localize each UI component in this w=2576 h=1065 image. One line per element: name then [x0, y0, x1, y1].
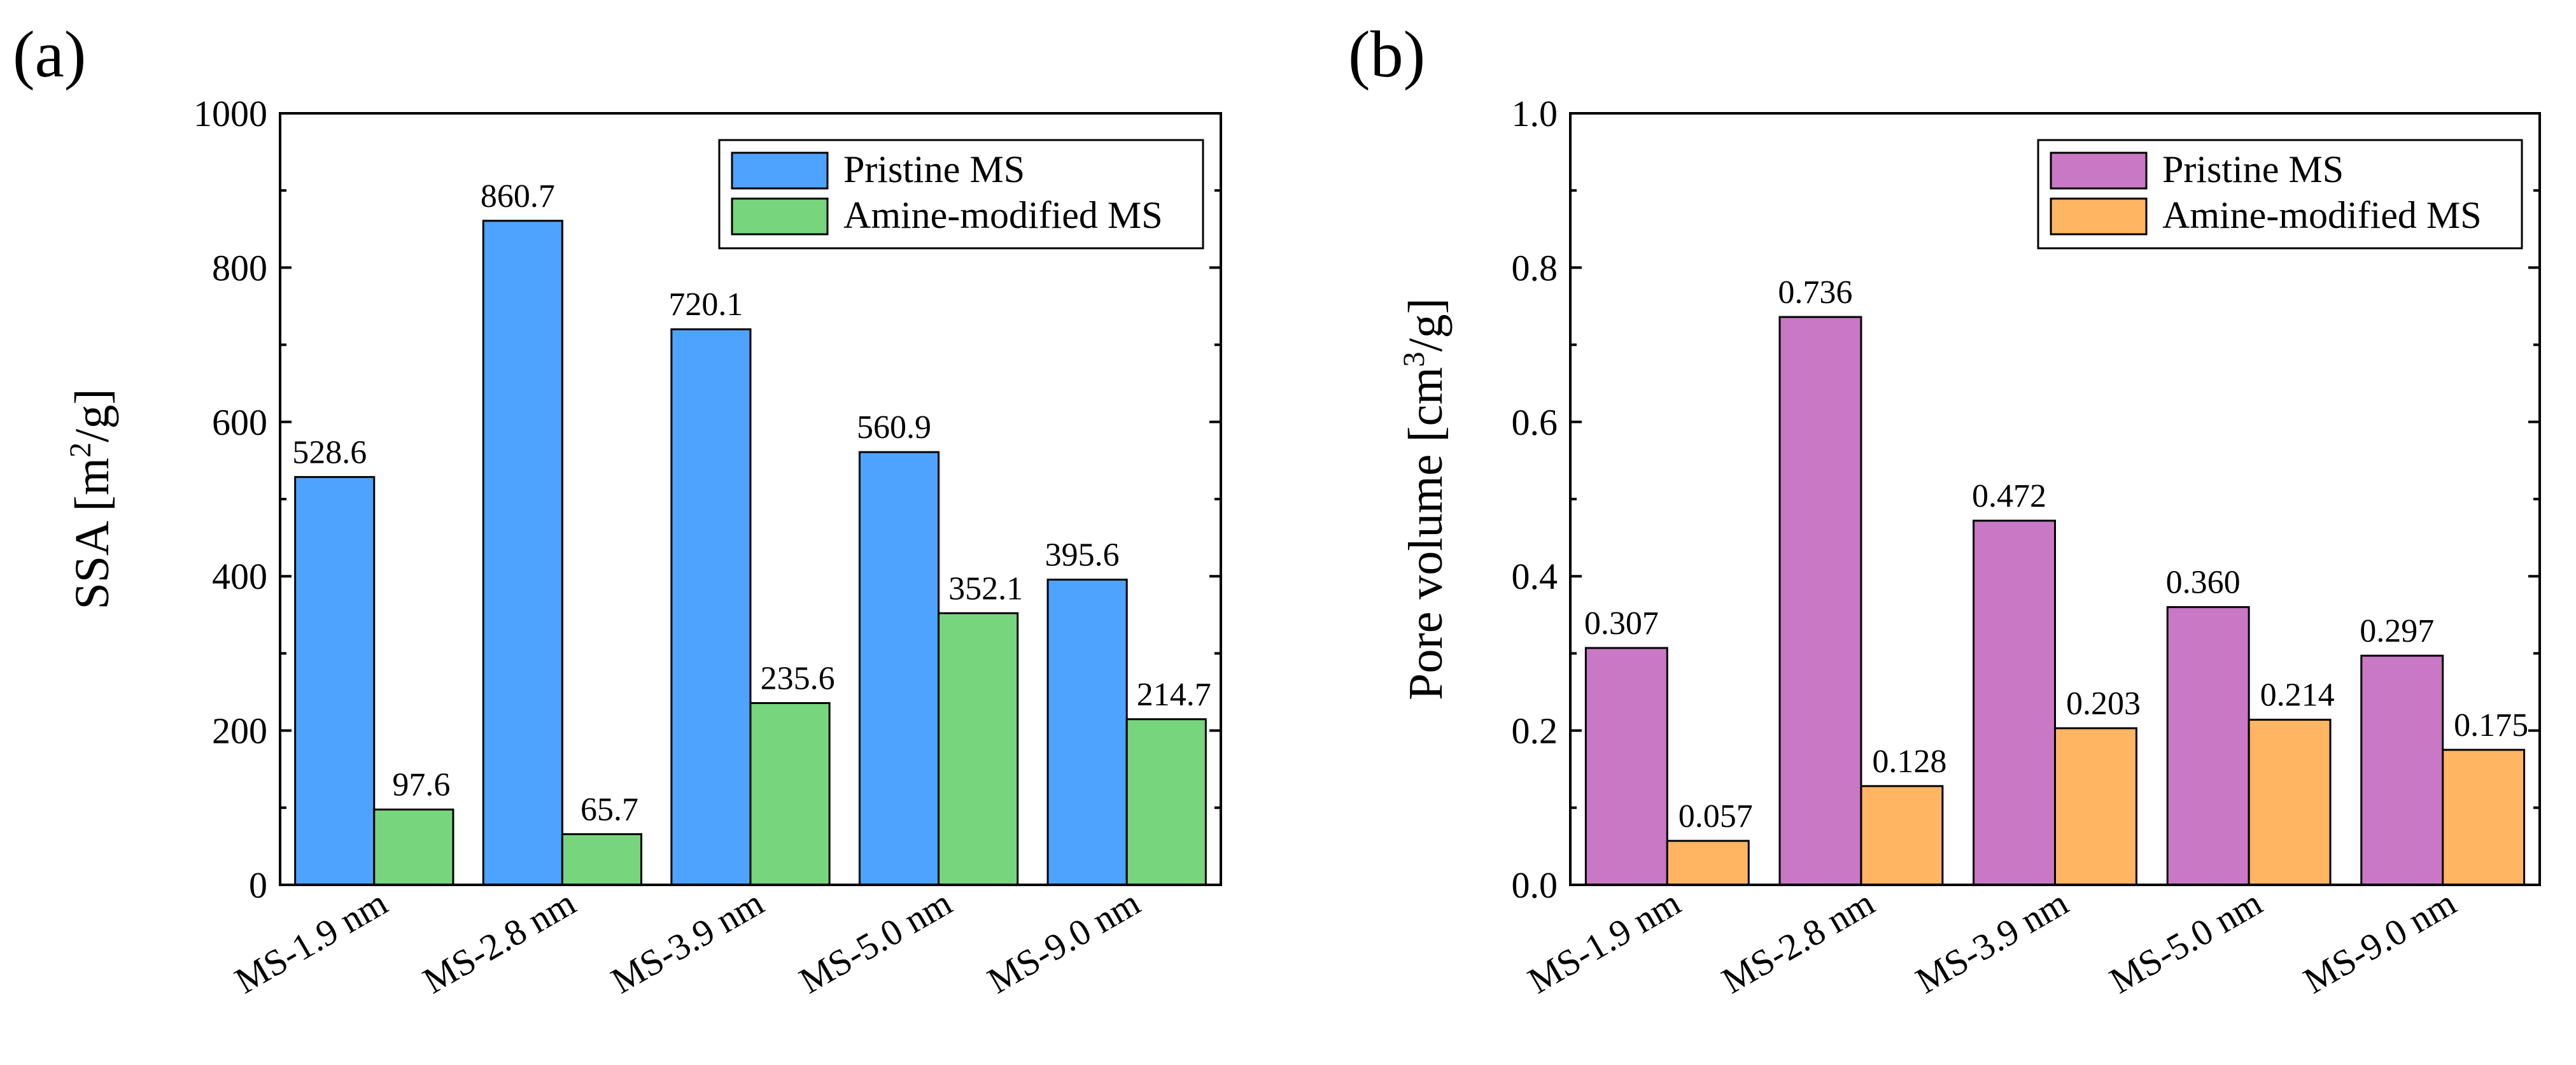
x-tick-label: MS-2.8 nm: [416, 882, 582, 1001]
chart-panel-1: (b) Pore volume [cm3/g] 0.0 0.2 0.4 0.6 0.8 1.0…: [1348, 18, 2541, 1001]
data-label: 860.7: [481, 178, 555, 215]
legend-swatch: [731, 197, 829, 236]
data-label: 0.203: [2066, 686, 2141, 722]
x-tick-label: MS-2.8 nm: [1715, 882, 1881, 1001]
plot-frame: [279, 112, 1222, 886]
data-label: 214.7: [1137, 677, 1211, 713]
legend-swatch: [731, 152, 829, 190]
y-axis-title-main: SSA [m: [66, 458, 119, 610]
bar: [373, 808, 454, 886]
bar: [1046, 579, 1128, 886]
x-tick-label: MS-9.0 nm: [980, 882, 1146, 1001]
bar: [1125, 718, 1207, 886]
y-tick-label: 200: [212, 710, 267, 752]
data-label: 0.175: [2454, 707, 2528, 744]
data-label: 0.128: [1872, 744, 1946, 780]
data-label: 97.6: [392, 767, 450, 803]
data-label: 720.1: [668, 286, 743, 323]
legend-label: Pristine MS: [843, 148, 1025, 190]
data-label: 0.472: [1972, 478, 2046, 514]
y-axis-title-superscript: 2: [64, 442, 97, 458]
legend-swatch: [2050, 197, 2148, 236]
data-label: 0.057: [1679, 798, 1753, 835]
plot-frame: [1569, 112, 2541, 886]
bar: [2360, 654, 2444, 886]
x-tick-label: MS-3.9 nm: [1909, 882, 2075, 1001]
y-tick-label: 1.0: [1512, 93, 1558, 134]
legend-label: Pristine MS: [2162, 148, 2344, 190]
data-label: 0.736: [1778, 274, 1852, 311]
bar: [2054, 727, 2137, 886]
data-label: 0.214: [2260, 677, 2335, 714]
y-tick-label: 0.8: [1512, 247, 1558, 288]
data-label: 0.360: [2166, 565, 2241, 601]
y-axis-title-main: Pore volume [cm: [1399, 367, 1453, 700]
bar: [482, 220, 563, 886]
bar: [1778, 316, 1862, 886]
bar: [858, 451, 940, 886]
panel-label: (b): [1348, 18, 1425, 91]
y-tick-label: 800: [212, 247, 267, 288]
y-tick-label: 0: [249, 864, 267, 906]
data-label: 235.6: [761, 660, 835, 696]
bar: [2248, 719, 2332, 886]
y-tick-label: 1000: [194, 93, 267, 134]
data-label: 560.9: [857, 409, 931, 446]
y-tick-label: 0.6: [1512, 402, 1558, 443]
bar: [1860, 785, 1944, 886]
data-label: 65.7: [581, 791, 638, 828]
y-axis-title: Pore volume [cm3/g]: [1397, 298, 1453, 700]
y-axis-title-tail: /g]: [66, 388, 119, 442]
data-label: 0.307: [1584, 605, 1659, 642]
bar: [1666, 840, 1750, 886]
y-tick-label: 0.4: [1512, 556, 1558, 597]
legend-label: Amine-modified MS: [2162, 194, 2482, 236]
panel-label: (a): [13, 18, 86, 91]
data-label: 0.297: [2360, 613, 2434, 649]
x-tick-label: MS-3.9 nm: [604, 882, 770, 1001]
y-axis-title-tail: /g]: [1399, 298, 1453, 351]
data-label: 352.1: [948, 570, 1023, 607]
bar: [1973, 519, 2057, 886]
legend-label: Amine-modified MS: [843, 194, 1163, 236]
bar: [2166, 606, 2250, 886]
bar: [670, 328, 752, 886]
bar: [2442, 749, 2526, 886]
y-tick-label: 400: [212, 556, 267, 597]
x-tick-label: MS-9.0 nm: [2297, 882, 2463, 1001]
bar: [294, 476, 376, 886]
bar: [749, 702, 831, 886]
x-tick-label: MS-5.0 nm: [2102, 882, 2269, 1001]
y-axis-title: SSA [m2/g]: [64, 388, 119, 609]
bar: [1584, 647, 1668, 886]
legend-swatch: [2050, 152, 2148, 190]
y-axis-title-superscript: 3: [1397, 352, 1431, 367]
y-tick-label: 0.0: [1512, 864, 1558, 906]
data-label: 528.6: [292, 434, 367, 470]
bar: [561, 833, 643, 886]
y-tick-label: 600: [212, 402, 267, 443]
data-label: 395.6: [1045, 537, 1120, 574]
y-tick-label: 0.2: [1512, 710, 1558, 752]
x-tick-label: MS-5.0 nm: [792, 882, 959, 1001]
bar: [938, 612, 1019, 886]
